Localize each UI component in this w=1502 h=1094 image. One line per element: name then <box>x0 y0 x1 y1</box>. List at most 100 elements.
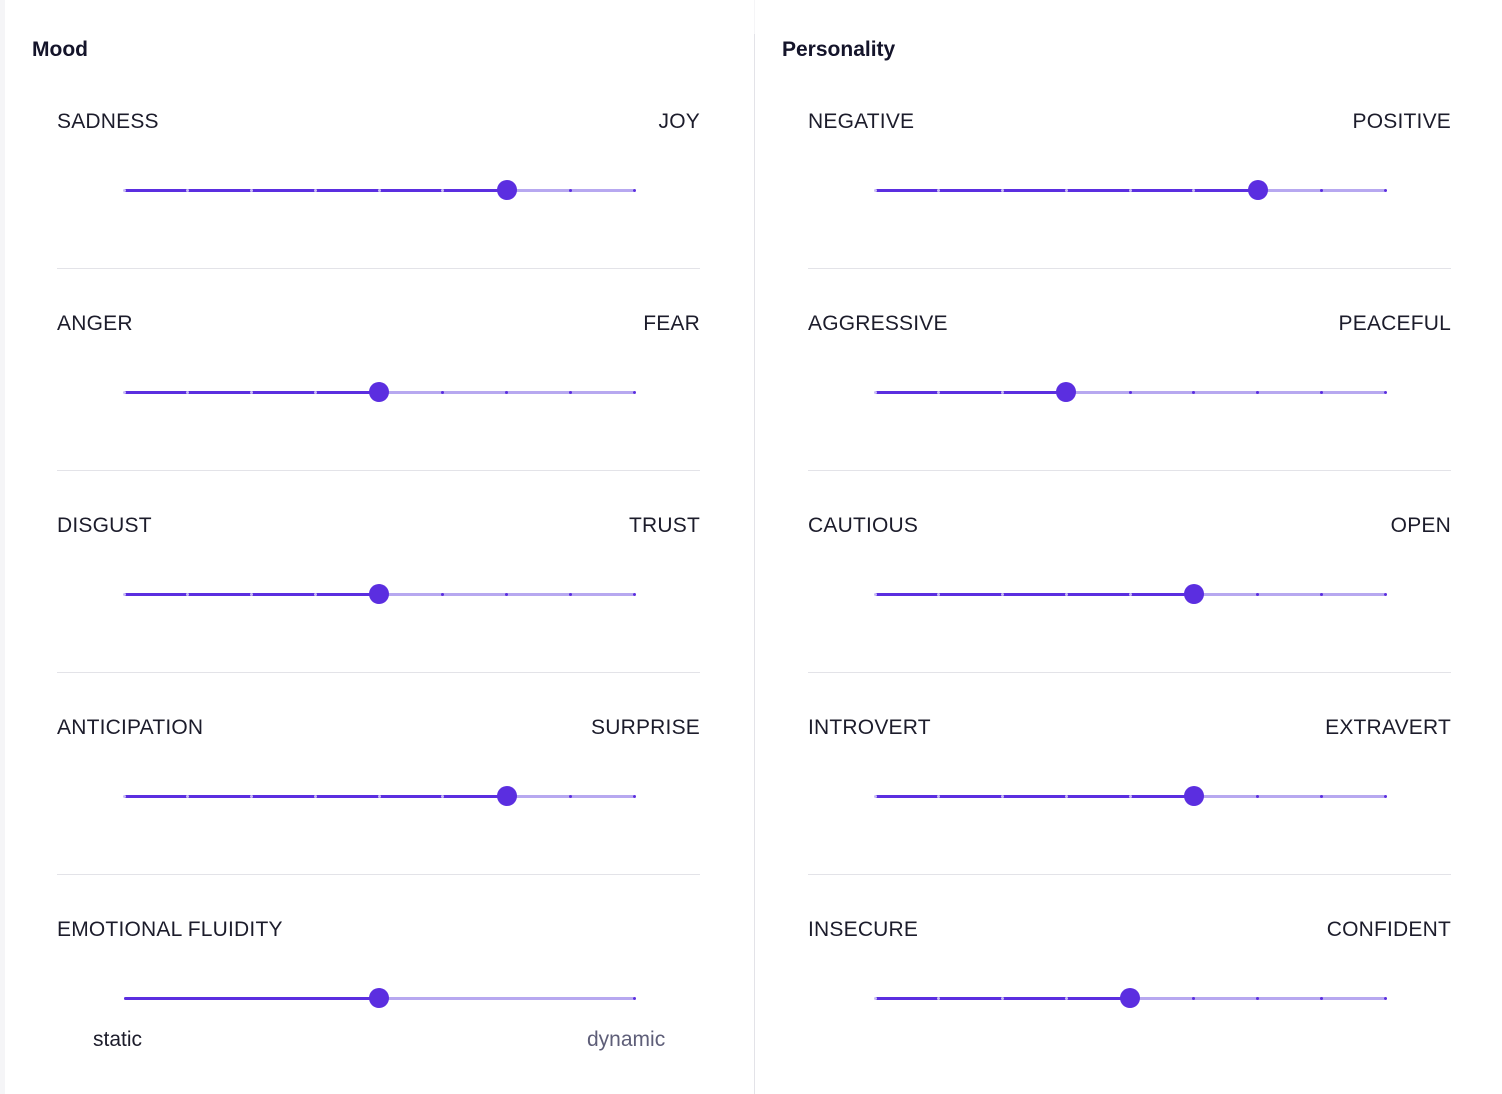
slider-tick <box>313 795 317 798</box>
slider-thumb[interactable] <box>1056 382 1077 402</box>
slider-tick <box>1192 997 1196 1000</box>
slider-tick <box>1383 189 1387 192</box>
slider-tick <box>568 593 572 596</box>
trait-left-label: AGGRESSIVE <box>808 312 948 335</box>
row-divider <box>57 672 700 673</box>
slider-tick <box>1192 391 1196 394</box>
row-divider <box>808 470 1451 471</box>
slider-thumb[interactable] <box>369 584 389 604</box>
slider-tick <box>873 593 877 596</box>
fluidity-max-label: dynamic <box>587 1028 666 1051</box>
trait-right-label: OPEN <box>1390 514 1451 537</box>
trait-left-label: INSECURE <box>808 918 919 941</box>
slider-thumb[interactable] <box>1120 988 1140 1008</box>
slider-thumb[interactable] <box>1183 786 1204 806</box>
slider-tick <box>186 391 190 394</box>
row-divider <box>808 874 1451 875</box>
slider-tick <box>122 391 126 394</box>
slider-tick <box>1192 189 1196 192</box>
slider-tick <box>937 795 941 798</box>
personality-title: Personality <box>782 38 896 61</box>
slider-tick <box>873 795 877 798</box>
negative-positive-slider[interactable] <box>873 179 1387 203</box>
trait-left-label: DISGUST <box>57 514 152 537</box>
trait-left-label: ANTICIPATION <box>57 716 204 739</box>
slider-tick <box>186 593 190 596</box>
slider-tick <box>632 391 636 394</box>
slider-tick <box>250 391 253 394</box>
slider-tick <box>1064 189 1068 192</box>
anger-fear-slider[interactable] <box>122 381 636 405</box>
slider-tick <box>377 795 381 798</box>
slider-thumb[interactable] <box>496 786 517 806</box>
introvert-extravert-slider[interactable] <box>873 785 1387 809</box>
slider-tick <box>1319 391 1323 394</box>
slider-tick <box>568 189 572 192</box>
sadness-joy-slider[interactable] <box>122 179 636 203</box>
slider-tick <box>250 189 253 192</box>
trait-right-label: POSITIVE <box>1352 110 1451 133</box>
slider-tick <box>1128 189 1132 192</box>
insecure-confident-slider[interactable] <box>873 987 1387 1011</box>
slider-thumb[interactable] <box>1247 180 1268 200</box>
cautious-open-slider[interactable] <box>873 583 1387 607</box>
slider-tick <box>873 189 877 192</box>
slider-tick <box>1064 795 1068 798</box>
slider-tick <box>937 189 941 192</box>
slider-tick <box>1319 997 1323 1000</box>
mood-trait-disgust-trust: DISGUST TRUST <box>0 404 1502 673</box>
fluidity-min-label: static <box>93 1028 143 1051</box>
slider-tick <box>250 795 253 798</box>
slider-tick <box>1128 795 1132 798</box>
slider-tick <box>937 593 941 596</box>
slider-tick <box>250 593 253 596</box>
personality-trait-insecure-confident: INSECURE CONFIDENT <box>0 808 1502 1010</box>
trait-right-label: CONFIDENT <box>1326 918 1451 941</box>
trait-left-label: NEGATIVE <box>808 110 915 133</box>
slider-tick <box>441 593 445 596</box>
slider-fill <box>875 391 1067 394</box>
slider-tick <box>1383 795 1387 798</box>
slider-tick <box>1383 593 1387 596</box>
slider-tick <box>1001 593 1004 596</box>
slider-tick <box>122 189 126 192</box>
emotional-fluidity-row: EMOTIONAL FLUIDITY static dynamic <box>0 808 1502 1051</box>
slider-tick <box>1256 391 1259 394</box>
mood-title: Mood <box>32 38 88 61</box>
personality-panel <box>755 0 1502 1094</box>
slider-tick <box>1001 795 1004 798</box>
slider-tick <box>186 189 190 192</box>
slider-tick <box>1319 189 1323 192</box>
slider-tick <box>1319 593 1323 596</box>
slider-tick <box>1256 997 1259 1000</box>
aggressive-peaceful-slider[interactable] <box>873 381 1387 405</box>
slider-tick <box>441 795 445 798</box>
slider-tick <box>632 997 636 1000</box>
row-divider <box>808 268 1451 269</box>
row-divider <box>808 672 1451 673</box>
trait-right-label: EXTRAVERT <box>1325 716 1451 739</box>
slider-tick <box>1001 391 1004 394</box>
trait-left-label: CAUTIOUS <box>808 514 919 537</box>
trait-left-label: SADNESS <box>57 110 159 133</box>
slider-tick <box>1001 997 1004 1000</box>
trait-right-label: PEACEFUL <box>1338 312 1451 335</box>
row-divider <box>57 874 700 875</box>
trait-left-label: INTROVERT <box>808 716 931 739</box>
slider-tick <box>1256 593 1259 596</box>
slider-tick <box>1064 593 1068 596</box>
slider-tick <box>505 593 508 596</box>
slider-tick <box>873 391 877 394</box>
anticipation-surprise-slider[interactable] <box>122 785 636 809</box>
trait-right-label: JOY <box>658 110 700 133</box>
slider-thumb[interactable] <box>369 382 389 402</box>
slider-tick <box>313 189 317 192</box>
slider-thumb[interactable] <box>496 180 517 200</box>
emotional-fluidity-slider[interactable] <box>124 987 636 1011</box>
slider-thumb[interactable] <box>369 988 389 1008</box>
trait-right-label: FEAR <box>643 312 700 335</box>
disgust-trust-slider[interactable] <box>122 583 636 607</box>
slider-thumb[interactable] <box>1183 584 1204 604</box>
slider-fill <box>124 997 379 1000</box>
emotional-fluidity-label: EMOTIONAL FLUIDITY <box>57 918 283 941</box>
